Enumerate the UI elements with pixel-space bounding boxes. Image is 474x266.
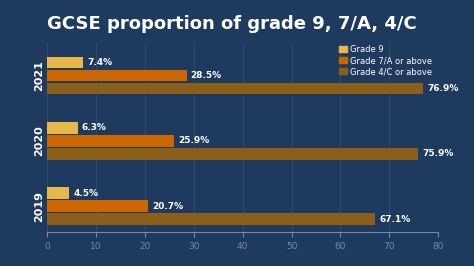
Bar xyxy=(47,70,187,81)
Text: 6.3%: 6.3% xyxy=(82,123,107,132)
Text: GCSE proportion of grade 9, 7/A, 4/C: GCSE proportion of grade 9, 7/A, 4/C xyxy=(47,15,417,33)
Bar xyxy=(47,135,174,147)
Text: 28.5%: 28.5% xyxy=(191,71,221,80)
Bar xyxy=(47,57,83,68)
Text: 67.1%: 67.1% xyxy=(379,215,410,224)
Bar xyxy=(47,200,148,212)
Text: 7.4%: 7.4% xyxy=(87,58,112,67)
Bar xyxy=(47,83,423,94)
Bar xyxy=(47,187,69,199)
Text: 76.9%: 76.9% xyxy=(427,84,458,93)
Legend: Grade 9, Grade 7/A or above, Grade 4/C or above: Grade 9, Grade 7/A or above, Grade 4/C o… xyxy=(337,43,434,78)
Bar xyxy=(47,148,418,160)
Bar xyxy=(47,122,78,134)
Text: 4.5%: 4.5% xyxy=(73,189,98,198)
Text: 75.9%: 75.9% xyxy=(422,149,454,159)
Text: 20.7%: 20.7% xyxy=(152,202,183,211)
Text: 25.9%: 25.9% xyxy=(178,136,209,145)
Bar xyxy=(47,213,375,225)
